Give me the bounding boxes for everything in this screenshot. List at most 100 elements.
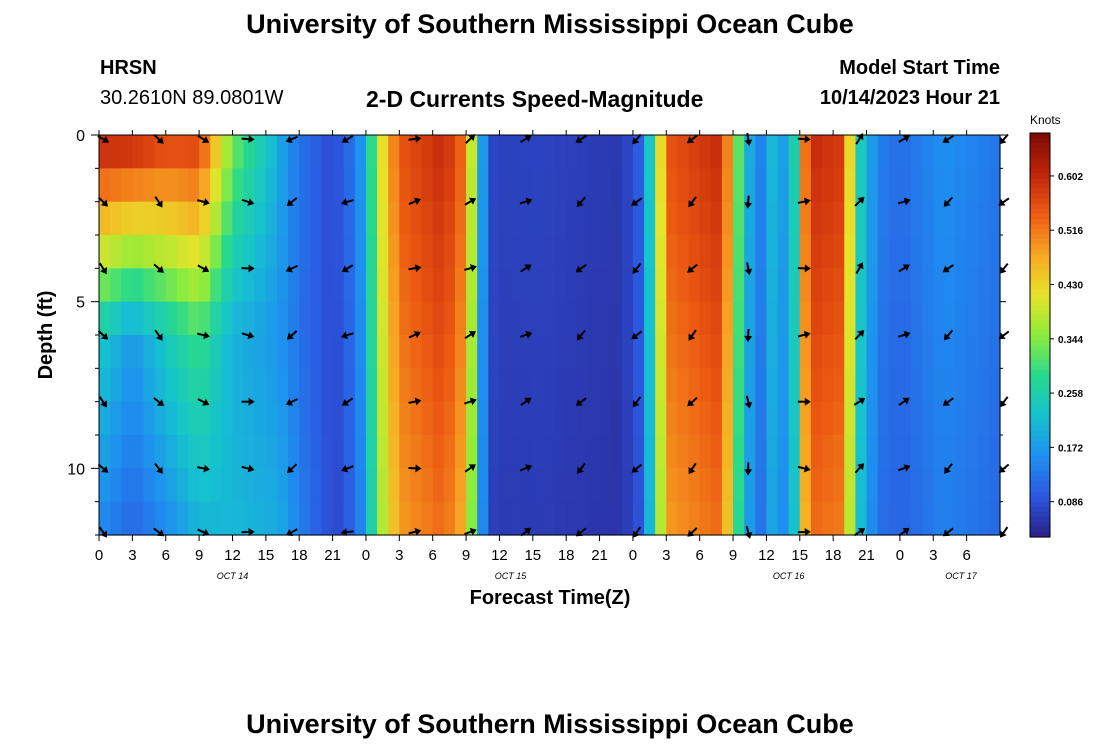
current-arrow xyxy=(744,262,753,276)
current-arrow xyxy=(241,464,255,473)
heatmap-cell xyxy=(510,501,523,536)
heatmap-cell xyxy=(699,268,712,303)
heatmap-cell xyxy=(777,168,790,203)
heatmap-cell xyxy=(744,335,756,369)
heatmap-cell xyxy=(944,401,957,436)
heatmap-cell xyxy=(966,235,979,269)
current-arrow xyxy=(285,398,298,406)
heatmap-cell xyxy=(121,168,133,203)
heatmap-cell xyxy=(955,468,968,503)
heatmap-cell xyxy=(710,401,723,436)
current-arrow xyxy=(797,330,811,339)
heatmap-cell xyxy=(721,235,734,269)
heatmap-cell xyxy=(288,201,300,236)
heatmap-cell xyxy=(688,201,701,236)
x-tick-label: 9 xyxy=(729,547,737,564)
x-tick-label: 15 xyxy=(791,547,808,564)
heatmap-cell xyxy=(354,235,367,269)
heatmap-cell xyxy=(310,435,323,469)
heatmap-cell xyxy=(243,168,256,203)
current-arrow xyxy=(197,528,210,537)
heatmap-cell xyxy=(477,401,489,436)
heatmap-cell xyxy=(688,368,701,403)
heatmap-cell xyxy=(877,335,890,369)
heatmap-cell xyxy=(521,201,534,236)
heatmap-cell xyxy=(977,135,990,169)
heatmap-cell xyxy=(121,135,133,169)
current-arrow xyxy=(519,330,533,339)
current-arrow xyxy=(687,397,698,407)
heatmap-cell xyxy=(143,168,156,203)
heatmap-cell xyxy=(110,435,122,469)
heatmap-cell xyxy=(132,235,145,269)
current-arrow xyxy=(197,264,210,273)
heatmap-cell xyxy=(299,368,311,403)
heatmap-cell xyxy=(766,135,779,169)
heatmap-cell xyxy=(855,501,868,536)
heatmap-cell xyxy=(755,168,767,203)
heatmap-cell xyxy=(488,301,501,336)
heatmap-cell xyxy=(488,401,501,436)
heatmap-cell xyxy=(332,301,345,336)
heatmap-cell xyxy=(99,335,111,369)
x-tick-label: 3 xyxy=(128,547,136,564)
heatmap-cell xyxy=(566,335,578,369)
current-arrow xyxy=(341,331,354,340)
heatmap-cell xyxy=(866,168,879,203)
heatmap-cell xyxy=(99,368,111,403)
heatmap-cell xyxy=(855,468,868,503)
current-arrow xyxy=(408,264,422,273)
heatmap-cell xyxy=(365,201,378,236)
heatmap-cell xyxy=(855,335,868,369)
heatmap-cell xyxy=(288,268,300,303)
heatmap-cell xyxy=(221,235,234,269)
heatmap-cell xyxy=(822,501,834,536)
heatmap-cell xyxy=(966,335,979,369)
heatmap-cell xyxy=(655,468,667,503)
heatmap-cell xyxy=(432,301,445,336)
heatmap-cell xyxy=(710,435,723,469)
heatmap-cell xyxy=(99,501,111,536)
heatmap-cell xyxy=(566,468,578,503)
heatmap-cell xyxy=(677,135,690,169)
heatmap-cell xyxy=(232,268,245,303)
heatmap-cell xyxy=(466,401,478,436)
heatmap-cell xyxy=(143,268,156,303)
heatmap-cell xyxy=(121,501,133,536)
heatmap-cell xyxy=(677,401,690,436)
heatmap-cell xyxy=(899,501,912,536)
heatmap-cell xyxy=(766,468,779,503)
heatmap-cell xyxy=(466,201,478,236)
heatmap-cell xyxy=(788,501,801,536)
heatmap-cell xyxy=(187,335,200,369)
heatmap-cell xyxy=(388,201,400,236)
current-arrow xyxy=(341,264,354,273)
heatmap-cell xyxy=(988,435,1001,469)
heatmap-cell xyxy=(655,168,667,203)
heatmap-cell xyxy=(555,268,567,303)
heatmap-cell xyxy=(866,468,879,503)
heatmap-cell xyxy=(276,235,289,269)
heatmap-cell xyxy=(154,201,167,236)
heatmap-cell xyxy=(866,135,879,169)
heatmap-cell xyxy=(888,135,901,169)
heatmap-cell xyxy=(443,401,456,436)
heatmap-cell xyxy=(677,168,690,203)
heatmap-cell xyxy=(955,268,968,303)
heatmap-cell xyxy=(399,135,412,169)
heatmap-cell xyxy=(432,235,445,269)
heatmap-cell xyxy=(532,335,545,369)
heatmap-cell xyxy=(922,335,934,369)
heatmap-cell xyxy=(788,268,801,303)
heatmap-cell xyxy=(855,168,868,203)
current-arrow xyxy=(464,527,477,536)
heatmap-cell xyxy=(510,368,523,403)
heatmap-cell xyxy=(911,501,923,536)
heatmap-cell xyxy=(310,401,323,436)
current-arrow xyxy=(688,196,697,208)
heatmap-cell xyxy=(143,335,156,369)
heatmap-cell xyxy=(666,401,679,436)
heatmap-cell xyxy=(844,135,856,169)
heatmap-cell xyxy=(154,235,167,269)
heatmap-cell xyxy=(232,168,245,203)
